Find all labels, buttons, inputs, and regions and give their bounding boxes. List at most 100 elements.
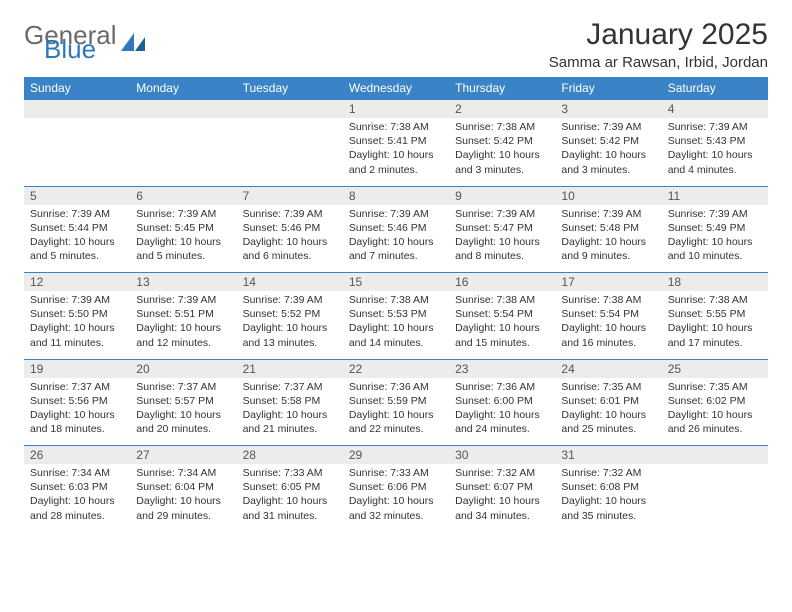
day-details xyxy=(130,118,236,124)
weekday-header: Sunday xyxy=(24,77,130,100)
day-number-row: 19202122232425 xyxy=(24,359,768,378)
day-details: Sunrise: 7:38 AMSunset: 5:55 PMDaylight:… xyxy=(662,291,768,354)
day-content-row: Sunrise: 7:38 AMSunset: 5:41 PMDaylight:… xyxy=(24,118,768,186)
day-number-cell: 12 xyxy=(24,273,130,292)
day-number: 20 xyxy=(130,360,236,378)
day-details: Sunrise: 7:39 AMSunset: 5:47 PMDaylight:… xyxy=(449,205,555,268)
day-details xyxy=(237,118,343,124)
day-content-cell xyxy=(24,118,130,186)
day-number-cell: 7 xyxy=(237,186,343,205)
brand-word-2: Blue xyxy=(44,38,117,60)
day-content-cell: Sunrise: 7:39 AMSunset: 5:42 PMDaylight:… xyxy=(555,118,661,186)
day-number-cell: 26 xyxy=(24,446,130,465)
day-number: 27 xyxy=(130,446,236,464)
day-number-cell: 29 xyxy=(343,446,449,465)
day-number-cell: 22 xyxy=(343,359,449,378)
day-number-cell: 11 xyxy=(662,186,768,205)
day-content-cell: Sunrise: 7:39 AMSunset: 5:44 PMDaylight:… xyxy=(24,205,130,273)
day-number-cell xyxy=(662,446,768,465)
day-number: 14 xyxy=(237,273,343,291)
day-details: Sunrise: 7:38 AMSunset: 5:53 PMDaylight:… xyxy=(343,291,449,354)
day-number: 17 xyxy=(555,273,661,291)
brand-sail-icon xyxy=(121,33,147,55)
day-details: Sunrise: 7:39 AMSunset: 5:52 PMDaylight:… xyxy=(237,291,343,354)
day-details: Sunrise: 7:38 AMSunset: 5:42 PMDaylight:… xyxy=(449,118,555,181)
day-number xyxy=(237,100,343,118)
day-details: Sunrise: 7:35 AMSunset: 6:01 PMDaylight:… xyxy=(555,378,661,441)
day-content-cell: Sunrise: 7:39 AMSunset: 5:47 PMDaylight:… xyxy=(449,205,555,273)
day-number-cell: 30 xyxy=(449,446,555,465)
day-number-cell: 9 xyxy=(449,186,555,205)
day-number: 10 xyxy=(555,187,661,205)
day-number: 5 xyxy=(24,187,130,205)
day-number-cell: 17 xyxy=(555,273,661,292)
day-number: 2 xyxy=(449,100,555,118)
day-number-cell: 5 xyxy=(24,186,130,205)
day-number: 12 xyxy=(24,273,130,291)
day-content-row: Sunrise: 7:39 AMSunset: 5:44 PMDaylight:… xyxy=(24,205,768,273)
day-content-cell: Sunrise: 7:39 AMSunset: 5:45 PMDaylight:… xyxy=(130,205,236,273)
day-number: 11 xyxy=(662,187,768,205)
day-details: Sunrise: 7:39 AMSunset: 5:45 PMDaylight:… xyxy=(130,205,236,268)
day-content-cell: Sunrise: 7:32 AMSunset: 6:07 PMDaylight:… xyxy=(449,464,555,532)
day-number: 16 xyxy=(449,273,555,291)
day-details: Sunrise: 7:39 AMSunset: 5:48 PMDaylight:… xyxy=(555,205,661,268)
weekday-header: Monday xyxy=(130,77,236,100)
day-details: Sunrise: 7:39 AMSunset: 5:49 PMDaylight:… xyxy=(662,205,768,268)
day-details: Sunrise: 7:38 AMSunset: 5:54 PMDaylight:… xyxy=(449,291,555,354)
day-number-cell: 13 xyxy=(130,273,236,292)
brand-logo: General Blue xyxy=(24,24,147,60)
day-content-cell: Sunrise: 7:39 AMSunset: 5:50 PMDaylight:… xyxy=(24,291,130,359)
day-number-row: 1234 xyxy=(24,100,768,119)
day-number: 23 xyxy=(449,360,555,378)
page-header: General Blue January 2025 Samma ar Rawsa… xyxy=(24,18,768,71)
day-content-cell: Sunrise: 7:38 AMSunset: 5:54 PMDaylight:… xyxy=(555,291,661,359)
day-number-cell: 6 xyxy=(130,186,236,205)
day-number: 13 xyxy=(130,273,236,291)
day-number-cell: 16 xyxy=(449,273,555,292)
day-content-cell: Sunrise: 7:39 AMSunset: 5:52 PMDaylight:… xyxy=(237,291,343,359)
month-title: January 2025 xyxy=(549,18,768,52)
day-details: Sunrise: 7:36 AMSunset: 6:00 PMDaylight:… xyxy=(449,378,555,441)
day-number: 7 xyxy=(237,187,343,205)
day-details: Sunrise: 7:33 AMSunset: 6:06 PMDaylight:… xyxy=(343,464,449,527)
day-number: 26 xyxy=(24,446,130,464)
day-details: Sunrise: 7:33 AMSunset: 6:05 PMDaylight:… xyxy=(237,464,343,527)
day-content-cell: Sunrise: 7:34 AMSunset: 6:03 PMDaylight:… xyxy=(24,464,130,532)
day-details: Sunrise: 7:39 AMSunset: 5:42 PMDaylight:… xyxy=(555,118,661,181)
day-content-cell xyxy=(237,118,343,186)
day-details: Sunrise: 7:34 AMSunset: 6:03 PMDaylight:… xyxy=(24,464,130,527)
weekday-header: Tuesday xyxy=(237,77,343,100)
day-number: 3 xyxy=(555,100,661,118)
day-details: Sunrise: 7:34 AMSunset: 6:04 PMDaylight:… xyxy=(130,464,236,527)
day-number-cell: 14 xyxy=(237,273,343,292)
day-content-row: Sunrise: 7:37 AMSunset: 5:56 PMDaylight:… xyxy=(24,378,768,446)
day-number: 31 xyxy=(555,446,661,464)
calendar-table: Sunday Monday Tuesday Wednesday Thursday… xyxy=(24,77,768,532)
day-details: Sunrise: 7:39 AMSunset: 5:43 PMDaylight:… xyxy=(662,118,768,181)
day-content-row: Sunrise: 7:39 AMSunset: 5:50 PMDaylight:… xyxy=(24,291,768,359)
day-details: Sunrise: 7:37 AMSunset: 5:56 PMDaylight:… xyxy=(24,378,130,441)
day-content-cell: Sunrise: 7:37 AMSunset: 5:57 PMDaylight:… xyxy=(130,378,236,446)
day-number-cell: 3 xyxy=(555,100,661,119)
day-number-cell: 31 xyxy=(555,446,661,465)
day-number-cell: 1 xyxy=(343,100,449,119)
day-content-cell: Sunrise: 7:38 AMSunset: 5:55 PMDaylight:… xyxy=(662,291,768,359)
day-number-cell: 8 xyxy=(343,186,449,205)
day-number-cell xyxy=(24,100,130,119)
day-content-cell: Sunrise: 7:38 AMSunset: 5:54 PMDaylight:… xyxy=(449,291,555,359)
weekday-header: Saturday xyxy=(662,77,768,100)
day-details: Sunrise: 7:32 AMSunset: 6:08 PMDaylight:… xyxy=(555,464,661,527)
weekday-header-row: Sunday Monday Tuesday Wednesday Thursday… xyxy=(24,77,768,100)
day-details: Sunrise: 7:39 AMSunset: 5:46 PMDaylight:… xyxy=(343,205,449,268)
day-number: 18 xyxy=(662,273,768,291)
day-content-cell: Sunrise: 7:39 AMSunset: 5:46 PMDaylight:… xyxy=(237,205,343,273)
weekday-header: Thursday xyxy=(449,77,555,100)
day-number: 21 xyxy=(237,360,343,378)
day-content-cell: Sunrise: 7:32 AMSunset: 6:08 PMDaylight:… xyxy=(555,464,661,532)
location-subtitle: Samma ar Rawsan, Irbid, Jordan xyxy=(549,54,768,71)
day-number: 15 xyxy=(343,273,449,291)
day-details: Sunrise: 7:36 AMSunset: 5:59 PMDaylight:… xyxy=(343,378,449,441)
day-number-cell: 4 xyxy=(662,100,768,119)
day-content-cell: Sunrise: 7:39 AMSunset: 5:51 PMDaylight:… xyxy=(130,291,236,359)
